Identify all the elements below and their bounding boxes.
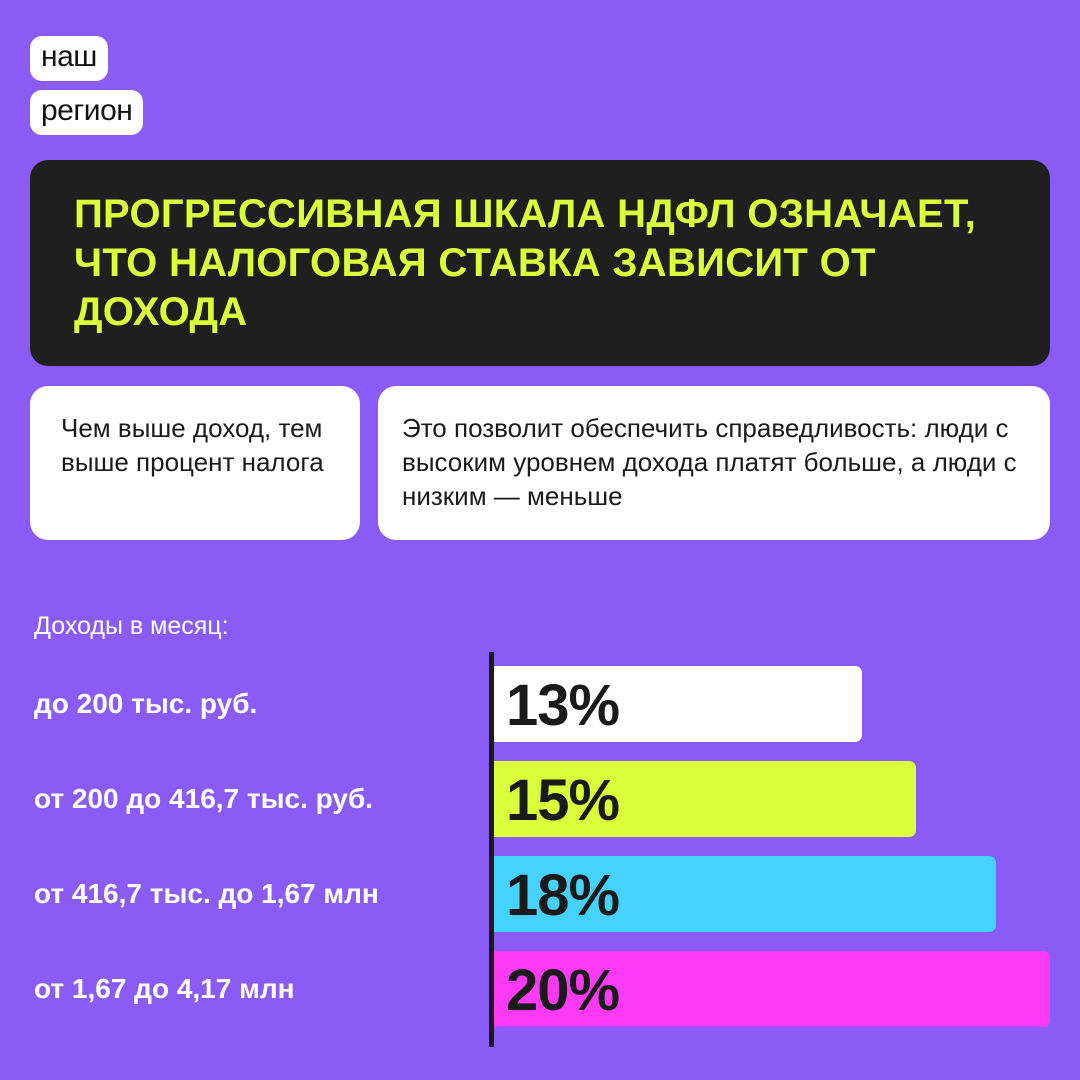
chart-title: Доходы в месяц: — [34, 612, 229, 640]
bar-value-label-2: 15% — [506, 768, 620, 833]
logo-line-2: регион — [30, 90, 144, 135]
bar-1 — [494, 666, 862, 742]
category-label-4: от 1,67 до 4,17 млн — [34, 973, 295, 1004]
info-card-left: Чем выше доход, тем выше процент налога — [30, 386, 360, 540]
info-card-left-text: Чем выше доход, тем выше процент налога — [61, 413, 324, 477]
info-card-right-text: Это позволит обеспечить справедливость: … — [402, 413, 1017, 511]
bar-value-label-3: 18% — [506, 863, 620, 928]
bar-2 — [494, 761, 916, 837]
headline-box: ПРОГРЕССИВНАЯ ШКАЛА НДФЛ ОЗНАЧАЕТ, ЧТО Н… — [30, 160, 1050, 366]
bar-value-label-1: 13% — [506, 673, 620, 738]
category-label-1: до 200 тыс. руб. — [34, 688, 258, 719]
info-card-right: Это позволит обеспечить справедливость: … — [378, 386, 1050, 540]
category-label-2: от 200 до 416,7 тыс. руб. — [34, 783, 374, 814]
bar-value-label-4: 20% — [506, 958, 620, 1023]
headline-title: ПРОГРЕССИВНАЯ ШКАЛА НДФЛ ОЗНАЧАЕТ, ЧТО Н… — [74, 192, 977, 334]
category-label-3: от 416,7 тыс. до 1,67 млн — [34, 878, 379, 909]
logo-line-1: наш — [30, 36, 108, 81]
chart-axis-line — [489, 652, 494, 1047]
bar-4 — [494, 951, 1050, 1027]
bar-3 — [494, 856, 996, 932]
